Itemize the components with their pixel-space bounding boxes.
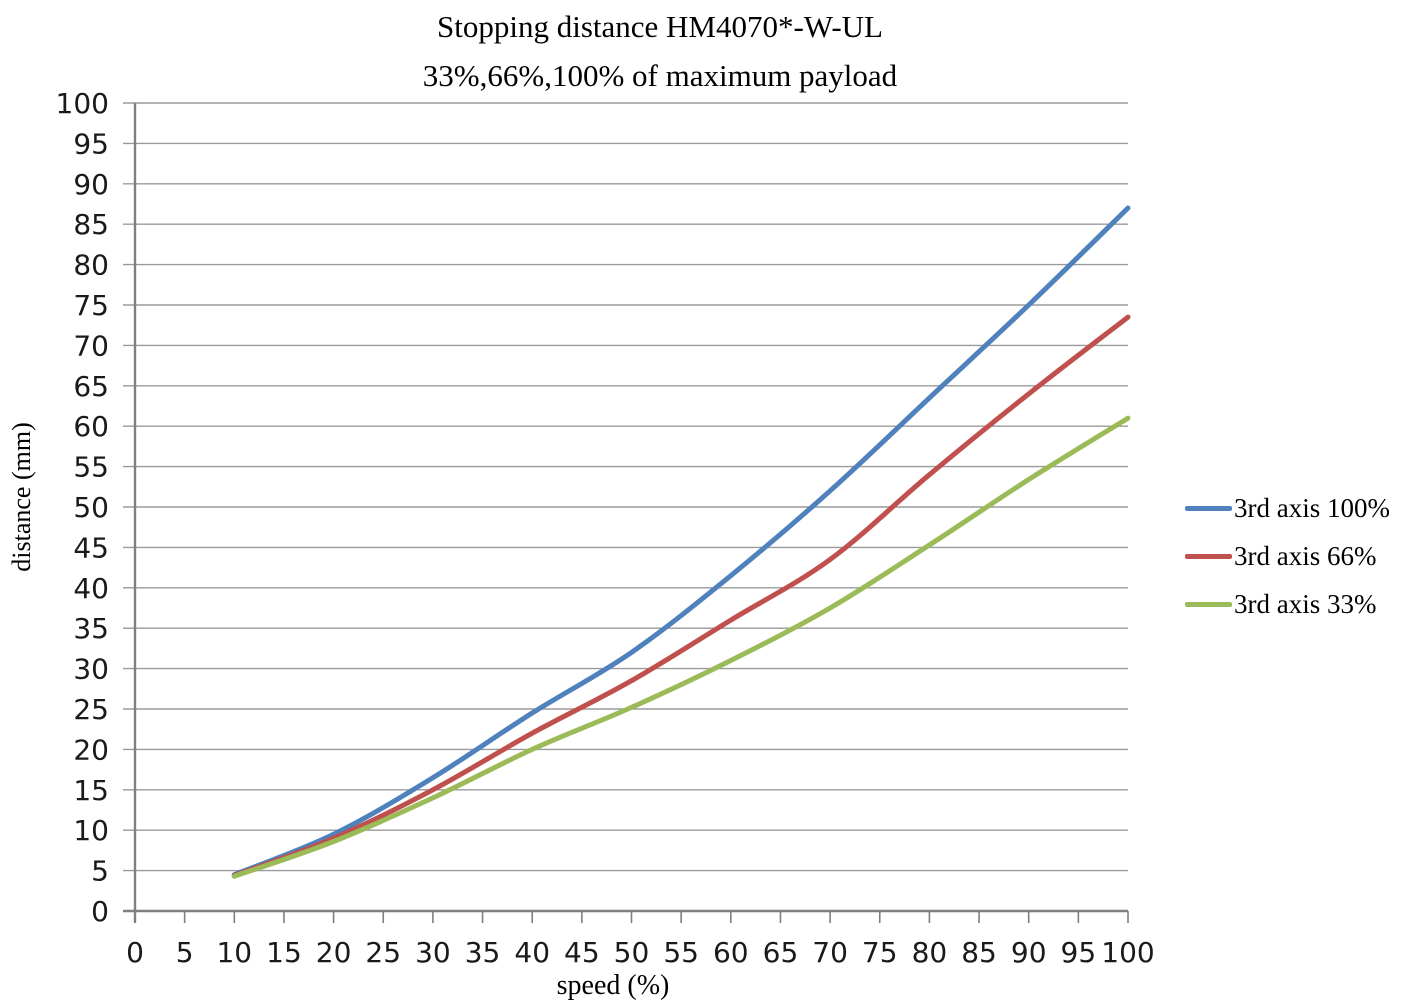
legend-label: 3rd axis 66%	[1234, 540, 1377, 571]
chart-title-block: Stopping distance HM4070*-W-UL 33%,66%,1…	[0, 2, 1320, 100]
y-tick-label: 10	[73, 814, 109, 847]
y-tick-label: 85	[73, 208, 109, 241]
legend-item-66: 3rd axis 66%	[1185, 532, 1390, 580]
x-tick-label: 40	[514, 936, 550, 969]
y-tick-label: 0	[91, 895, 109, 928]
x-tick-label: 90	[1011, 936, 1047, 969]
series-line-3rd-axis-66-	[231, 314, 1131, 878]
x-tick-label: 100	[1101, 936, 1154, 969]
y-tick-label: 70	[73, 329, 109, 362]
x-tick-label: 60	[713, 936, 749, 969]
y-tick-label: 55	[73, 451, 109, 484]
y-tick-label: 35	[73, 612, 109, 645]
y-tick-label: 100	[56, 87, 109, 120]
legend-label: 3rd axis 33%	[1234, 588, 1377, 619]
x-tick-label: 15	[266, 936, 302, 969]
y-tick-label: 50	[73, 491, 109, 524]
y-tick-label: 60	[73, 410, 109, 443]
legend-item-33: 3rd axis 33%	[1185, 580, 1390, 628]
x-tick-label: 70	[812, 936, 848, 969]
x-tick-label: 50	[614, 936, 650, 969]
chart-title: Stopping distance HM4070*-W-UL	[436, 9, 883, 44]
x-tick-label: 55	[663, 936, 699, 969]
x-tick-label: 65	[763, 936, 799, 969]
series-line-3rd-axis-33-	[231, 415, 1131, 879]
y-tick-label: 80	[73, 249, 109, 282]
x-tick-label: 95	[1061, 936, 1097, 969]
x-tick-label: 35	[465, 936, 501, 969]
x-tick-label: 75	[862, 936, 898, 969]
y-tick-label: 45	[73, 531, 109, 564]
y-axis-label: distance (mm)	[7, 422, 36, 572]
x-tick-label: 30	[415, 936, 451, 969]
chart-subtitle: 33%,66%,100% of maximum payload	[422, 58, 898, 93]
x-tick-label: 85	[961, 936, 997, 969]
x-axis-label: speed (%)	[556, 970, 670, 1001]
y-tick-label: 5	[91, 855, 109, 888]
x-tick-label: 0	[126, 936, 144, 969]
legend-item-100: 3rd axis 100%	[1185, 484, 1390, 532]
x-tick-label: 20	[316, 936, 352, 969]
y-tick-label: 15	[73, 774, 109, 807]
y-tick-label: 75	[73, 289, 109, 322]
legend-line-swatch-red	[1185, 553, 1232, 559]
legend-label: 3rd axis 100%	[1234, 492, 1390, 523]
series-line-3rd-axis-100-	[231, 205, 1131, 878]
x-tick-label: 25	[365, 936, 401, 969]
y-tick-label: 95	[73, 127, 109, 160]
x-tick-label: 45	[564, 936, 600, 969]
y-tick-label: 90	[73, 168, 109, 201]
legend: 3rd axis 100% 3rd axis 66% 3rd axis 33%	[1185, 484, 1390, 628]
y-tick-label: 25	[73, 693, 109, 726]
x-tick-label: 10	[216, 936, 252, 969]
y-tick-label: 40	[73, 572, 109, 605]
x-tick-label: 5	[176, 936, 194, 969]
legend-line-swatch-green	[1185, 601, 1232, 607]
legend-line-swatch-blue	[1185, 505, 1232, 511]
x-tick-label: 80	[912, 936, 948, 969]
y-tick-label: 65	[73, 370, 109, 403]
y-tick-label: 30	[73, 653, 109, 686]
y-tick-label: 20	[73, 733, 109, 766]
